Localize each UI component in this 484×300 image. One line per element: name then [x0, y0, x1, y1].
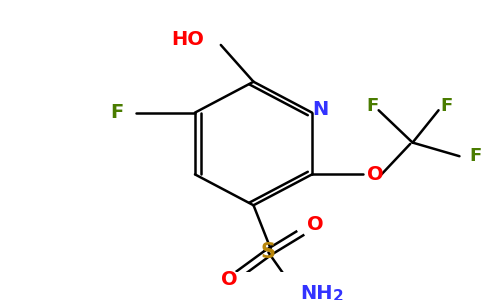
- Text: O: O: [367, 165, 383, 184]
- Text: F: F: [440, 97, 453, 115]
- Text: N: N: [313, 100, 329, 119]
- Text: S: S: [261, 242, 276, 262]
- Text: F: F: [111, 103, 124, 122]
- Text: O: O: [307, 215, 323, 234]
- Text: F: F: [469, 147, 481, 165]
- Text: O: O: [221, 270, 237, 289]
- Text: NH: NH: [301, 284, 333, 300]
- Text: F: F: [366, 97, 378, 115]
- Text: 2: 2: [333, 289, 344, 300]
- Text: HO: HO: [171, 30, 204, 49]
